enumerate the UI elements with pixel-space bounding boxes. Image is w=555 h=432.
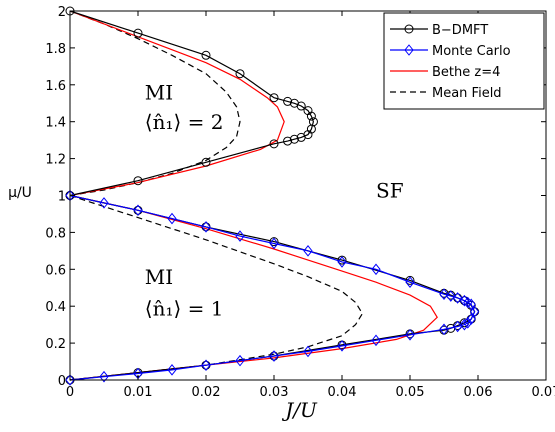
data-point-diamond (99, 197, 109, 209)
data-point-diamond (405, 328, 415, 341)
data-point-diamond (439, 288, 449, 301)
series-line (69, 194, 476, 381)
region-label: SF (376, 178, 404, 202)
series-group (65, 6, 480, 386)
region-label: MI (145, 81, 173, 105)
data-point-diamond (371, 334, 381, 347)
data-point-circle (289, 134, 299, 144)
data-point-diamond (459, 318, 470, 331)
series-line (69, 194, 438, 381)
data-point-diamond (463, 317, 473, 329)
region-label: ⟨n̂₁⟩ = 2 (145, 110, 224, 134)
region-label: ⟨n̂₁⟩ = 1 (145, 296, 224, 320)
y-tick-label: 0.4 (45, 300, 66, 315)
x-axis-label: J/U (281, 398, 318, 422)
data-point-diamond (201, 221, 211, 233)
data-point-circle (283, 136, 293, 146)
data-point-diamond (337, 340, 347, 352)
region-annotations: MI ⟨n̂₁⟩ = 2 SF MI ⟨n̂₁⟩ = 1 (145, 81, 404, 321)
data-point-circle (133, 176, 143, 186)
data-point-diamond (235, 354, 245, 367)
data-point-circle (289, 98, 299, 108)
data-point-diamond (99, 370, 109, 383)
data-point-diamond (466, 313, 476, 325)
x-axis-ticks: 0 0.01 0.02 0.03 0.04 0.05 0.06 0.07 (66, 11, 555, 400)
data-point-diamond (405, 276, 415, 289)
y-tick-label: 0.6 (45, 263, 66, 278)
legend-label: Bethe z=4 (432, 65, 500, 80)
x-tick-label: 0.01 (124, 385, 153, 400)
data-point-diamond (404, 44, 414, 56)
x-tick-label: 0.03 (260, 385, 289, 400)
legend-label: Mean Field (432, 86, 502, 101)
y-tick-label: 0.8 (45, 226, 66, 241)
data-point-diamond (235, 230, 245, 242)
legend-label: Monte Carlo (432, 44, 511, 59)
data-point-diamond (201, 359, 211, 372)
data-point-diamond (337, 256, 347, 268)
data-point-circle (303, 106, 313, 116)
data-point-circle (235, 69, 245, 79)
y-tick-label: 1.4 (45, 116, 66, 131)
y-axis-label: μ/U (8, 185, 32, 201)
data-point-diamond (303, 245, 313, 257)
data-point-diamond (269, 237, 279, 250)
x-tick-label: 0.06 (464, 385, 493, 400)
series-monte-carlo (65, 189, 480, 386)
data-point-circle (308, 117, 318, 127)
plot-frame (69, 10, 547, 381)
y-tick-label: 1 (58, 190, 66, 205)
data-point-diamond (466, 298, 476, 311)
region-label: MI (145, 265, 173, 289)
data-point-diamond (269, 350, 279, 362)
data-point-diamond (371, 263, 381, 276)
x-tick-label: 0.07 (532, 385, 555, 400)
y-tick-label: 1.2 (45, 153, 66, 168)
data-point-circle (283, 96, 293, 106)
data-point-circle (404, 24, 414, 34)
data-point-diamond (439, 323, 449, 336)
data-point-diamond (133, 204, 143, 217)
data-point-circle (201, 50, 211, 60)
data-point-circle (201, 157, 211, 167)
legend-label: B−DMFT (432, 23, 488, 38)
legend: B−DMFT Monte Carlo Bethe z=4 Mean Field (383, 12, 545, 110)
y-tick-label: 1.8 (45, 42, 66, 57)
series-line (69, 10, 315, 197)
data-point-diamond (459, 294, 470, 307)
y-tick-label: 0 (58, 374, 66, 389)
data-point-circle (269, 237, 279, 247)
data-point-circle (269, 139, 279, 149)
data-point-circle (269, 93, 279, 103)
data-point-diamond (167, 364, 177, 376)
x-tick-label: 0.02 (192, 385, 221, 400)
data-point-diamond (469, 305, 480, 318)
y-tick-label: 0.2 (45, 337, 66, 352)
data-point-diamond (463, 296, 473, 309)
data-point-diamond (65, 374, 75, 386)
x-tick-label: 0 (66, 385, 74, 400)
x-tick-label: 0.04 (328, 385, 357, 400)
y-tick-label: 1.6 (45, 79, 66, 94)
x-tick-label: 0.05 (396, 385, 425, 400)
data-point-diamond (303, 345, 313, 358)
y-tick-label: 2 (58, 5, 66, 20)
data-point-circle (133, 28, 143, 38)
data-point-diamond (167, 212, 177, 225)
